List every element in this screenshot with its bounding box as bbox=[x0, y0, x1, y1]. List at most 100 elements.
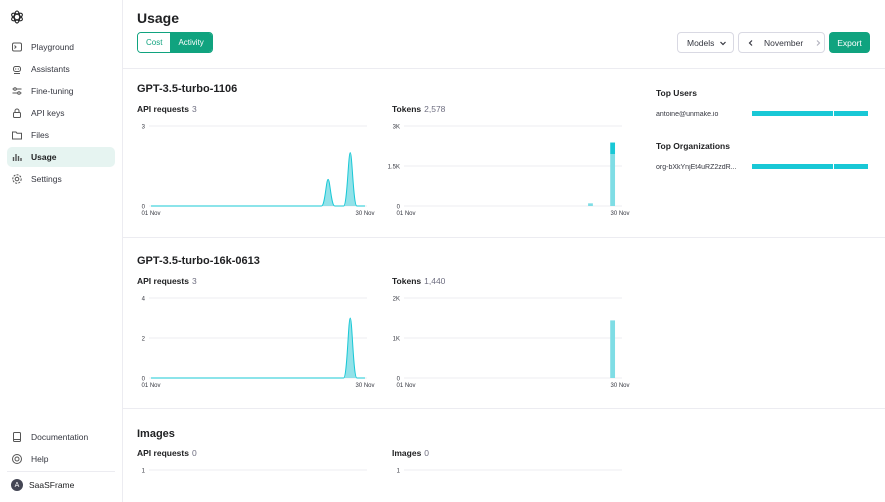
y-tick-label: 0 bbox=[142, 205, 146, 211]
sidebar-item-api-keys[interactable]: API keys bbox=[7, 103, 115, 123]
area-fill bbox=[151, 152, 365, 206]
chart-value: 2,578 bbox=[424, 104, 446, 114]
robot-icon bbox=[11, 63, 23, 75]
x-tick-label: 01 Nov bbox=[141, 211, 160, 217]
section-divider bbox=[123, 408, 885, 409]
y-tick-label: 3K bbox=[393, 125, 400, 131]
export-button[interactable]: Export bbox=[829, 32, 870, 53]
section-title: GPT-3.5-turbo-16k-0613 bbox=[137, 255, 260, 267]
sidebar-item-fine-tuning[interactable]: Fine-tuning bbox=[7, 81, 115, 101]
chart-label-requests: API requests 3 bbox=[137, 276, 197, 286]
sidebar-item-label: Fine-tuning bbox=[31, 86, 74, 96]
lock-icon bbox=[11, 107, 23, 119]
lifebuoy-icon bbox=[11, 453, 23, 465]
sidebar-item-label: Playground bbox=[31, 42, 75, 52]
sidebar-item-assistants[interactable]: Assistants bbox=[7, 59, 115, 79]
chevron-right-icon[interactable] bbox=[814, 39, 822, 47]
chart-label-tokens: Tokens 1,440 bbox=[392, 276, 446, 286]
share-segment bbox=[752, 111, 833, 116]
area-fill bbox=[151, 318, 365, 378]
bar-chart-icon bbox=[11, 151, 23, 163]
gear-icon bbox=[11, 173, 23, 185]
month-picker: November bbox=[738, 32, 825, 53]
images-chart: 1 bbox=[397, 469, 622, 475]
y-tick-label: 3 bbox=[142, 125, 146, 131]
top-org-name: org-bXkYnjEt4uRZ2zdR... bbox=[656, 164, 737, 171]
x-tick-label: 30 Nov bbox=[610, 383, 629, 389]
chart-value: 1,440 bbox=[424, 276, 446, 286]
page-title: Usage bbox=[137, 10, 180, 26]
share-segment bbox=[833, 111, 868, 116]
share-segment bbox=[833, 164, 868, 169]
section-divider bbox=[123, 237, 885, 238]
chart-label-requests: API requests 3 bbox=[137, 104, 197, 114]
chart-label-tokens: Tokens 2,578 bbox=[392, 104, 446, 114]
y-tick-label: 1 bbox=[142, 469, 146, 475]
org-avatar: A bbox=[11, 479, 23, 491]
y-tick-label: 1.5K bbox=[388, 165, 400, 171]
sidebar-item-label: API keys bbox=[31, 108, 65, 118]
x-tick-label: 01 Nov bbox=[396, 383, 415, 389]
y-tick-label: 1K bbox=[393, 337, 400, 343]
models-dropdown[interactable]: Models bbox=[677, 32, 734, 53]
sidebar-item-help[interactable]: Help bbox=[7, 449, 115, 469]
requests-chart: 0 3 01 Nov 30 Nov bbox=[141, 125, 374, 218]
y-tick-label: 0 bbox=[397, 377, 401, 383]
chart-value: 0 bbox=[424, 448, 430, 458]
org-name: SaaSFrame bbox=[29, 480, 75, 490]
view-toggle: Cost Activity bbox=[137, 32, 213, 53]
x-tick-label: 01 Nov bbox=[141, 383, 160, 389]
chevron-left-icon[interactable] bbox=[747, 39, 755, 47]
bar bbox=[588, 203, 593, 206]
bar bbox=[610, 142, 616, 154]
month-label: November bbox=[764, 37, 804, 48]
x-tick-label: 30 Nov bbox=[355, 383, 374, 389]
requests-chart: 1 bbox=[142, 469, 367, 475]
sidebar-item-label: Assistants bbox=[31, 64, 70, 74]
y-tick-label: 2 bbox=[142, 337, 146, 343]
header-divider bbox=[123, 68, 885, 69]
y-tick-label: 4 bbox=[142, 297, 146, 303]
chevron-down-icon bbox=[720, 41, 727, 45]
terminal-icon bbox=[11, 41, 23, 53]
sidebar-item-label: Files bbox=[31, 130, 49, 140]
sidebar-item-files[interactable]: Files bbox=[7, 125, 115, 145]
sidebar-nav: Playground Assistants Fine-tuning API keys F… bbox=[7, 37, 115, 191]
sidebar-item-playground[interactable]: Playground bbox=[7, 37, 115, 57]
sidebar-item-label: Usage bbox=[31, 152, 57, 162]
sidebar-item-label: Settings bbox=[31, 174, 62, 184]
folder-icon bbox=[11, 129, 23, 141]
chart-value: 0 bbox=[191, 448, 197, 458]
x-tick-label: 30 Nov bbox=[355, 211, 374, 217]
section-title: GPT-3.5-turbo-1106 bbox=[137, 83, 238, 95]
org-switcher[interactable]: A SaaSFrame bbox=[11, 479, 74, 491]
series-line bbox=[151, 152, 365, 207]
tab-activity[interactable]: Activity bbox=[170, 33, 212, 52]
openai-logo-icon[interactable] bbox=[9, 9, 25, 25]
y-tick-label: 2K bbox=[393, 297, 400, 303]
top-user-bar bbox=[752, 111, 868, 116]
sidebar-item-settings[interactable]: Settings bbox=[7, 169, 115, 189]
y-tick-label: 1 bbox=[397, 469, 401, 475]
models-label: Models bbox=[687, 37, 715, 48]
bar bbox=[610, 320, 616, 378]
share-segment bbox=[752, 164, 833, 169]
sidebar-item-documentation[interactable]: Documentation bbox=[7, 427, 115, 447]
y-tick-label: 0 bbox=[142, 377, 146, 383]
chart-label-images: Images 0 bbox=[392, 448, 430, 458]
top-user-name: antoine@unmake.io bbox=[656, 111, 719, 118]
sidebar-item-usage[interactable]: Usage bbox=[7, 147, 115, 167]
sidebar-item-label: Documentation bbox=[31, 432, 89, 442]
chart-value: 3 bbox=[191, 104, 197, 114]
top-users-title: Top Users bbox=[656, 88, 697, 98]
sidebar-item-label: Help bbox=[31, 454, 49, 464]
requests-chart: 0 2 4 01 Nov 30 Nov bbox=[141, 297, 374, 390]
main-content: Usage Cost Activity Models November Expo… bbox=[123, 0, 885, 502]
sidebar-nav-bottom: Documentation Help bbox=[7, 427, 115, 471]
tab-cost[interactable]: Cost bbox=[138, 33, 171, 52]
top-org-row: org-bXkYnjEt4uRZ2zdR... bbox=[656, 164, 868, 171]
chart-label-requests: API requests 0 bbox=[137, 448, 197, 458]
top-org-bar bbox=[752, 164, 868, 169]
y-tick-label: 0 bbox=[397, 205, 401, 211]
chart-value: 3 bbox=[191, 276, 197, 286]
